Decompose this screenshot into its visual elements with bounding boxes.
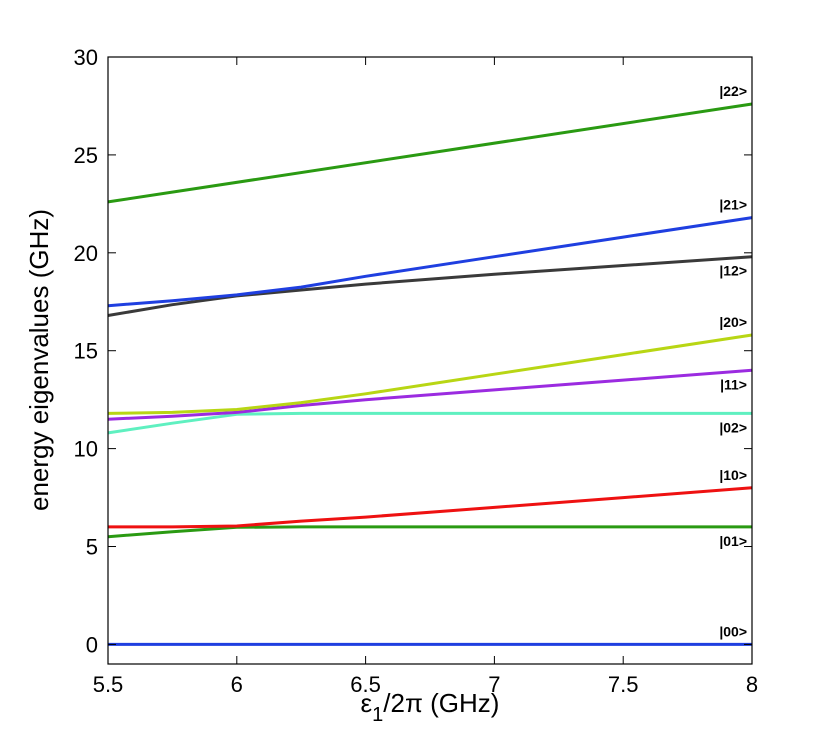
series-line-12 — [107, 255, 753, 317]
x-tick-label: 8 — [746, 672, 758, 697]
series-line-01 — [107, 525, 752, 539]
plot-frame — [107, 56, 753, 665]
series-line-10 — [108, 486, 753, 529]
y-axis-title: energy eigenvalues (GHz) — [24, 209, 54, 511]
y-tick-label: 0 — [86, 632, 98, 657]
series-label-20: |20> — [719, 314, 747, 330]
x-axis-title: ε1/2π (GHz) — [361, 688, 500, 726]
series-label-layer: |00> |01> |10> |02> |11> |20> |12> |21> |22> — [719, 83, 747, 639]
series-line-21 — [107, 216, 753, 308]
series-label-10: |10> — [719, 467, 747, 483]
x-axis-title-rest: /2π (GHz) — [383, 688, 499, 718]
series-label-12: |12> — [719, 263, 747, 279]
tick-layer: 5.5 6 6.5 7 7.5 8 0 5 10 15 20 25 30 — [74, 45, 759, 697]
y-tick-label: 20 — [74, 241, 98, 266]
x-tick-label: 6 — [231, 672, 243, 697]
x-axis-title-main: ε — [361, 688, 373, 718]
series-label-22: |22> — [719, 83, 747, 99]
x-tick-label: 7.5 — [608, 672, 639, 697]
y-tick-label: 5 — [86, 535, 98, 560]
series-label-11: |11> — [720, 376, 747, 392]
x-tick-label: 5.5 — [93, 672, 124, 697]
x-tick-label: 7 — [488, 672, 500, 697]
y-tick-label: 15 — [74, 339, 98, 364]
plot-background — [108, 57, 752, 664]
series-line-02 — [107, 411, 752, 435]
series-label-02: |02> — [719, 419, 747, 435]
y-tick-label: 30 — [74, 45, 98, 70]
series-label-01: |01> — [719, 533, 747, 549]
series-layer — [107, 102, 753, 646]
series-line-20 — [107, 333, 753, 415]
series-line-22 — [107, 102, 753, 204]
x-tick-label: 6.5 — [350, 672, 381, 697]
series-label-00: |00> — [719, 623, 747, 639]
y-tick-label: 10 — [74, 437, 98, 462]
series-label-21: |21> — [719, 197, 747, 213]
y-tick-label: 25 — [74, 143, 98, 168]
x-axis-title-subscript: 1 — [372, 704, 383, 726]
series-line-11 — [107, 368, 753, 421]
